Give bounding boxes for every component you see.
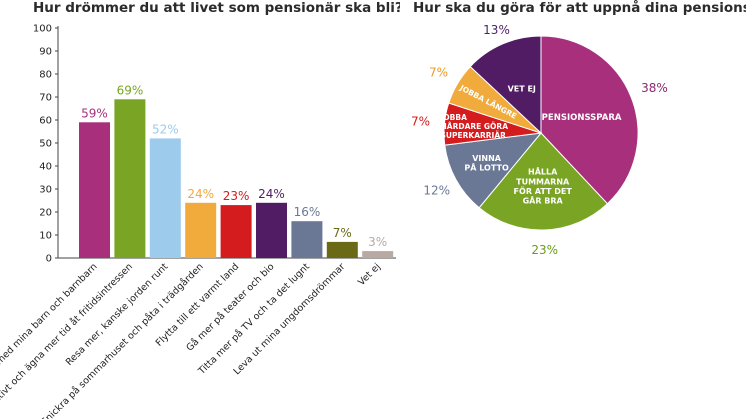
bar [362,251,394,258]
bar [256,202,287,258]
bar-value-label: 16% [294,205,321,219]
category-label: Snickra på sommarhuset och påta i trädgå… [39,261,206,419]
pie-slice-percent: 13% [483,23,510,37]
pie-slice [444,132,543,209]
bar-value-label: 3% [368,235,387,249]
pie-slice-percent: 7% [429,65,448,79]
pie-slice [469,35,542,135]
bar-value-label: 24% [187,187,214,201]
bar-value-label: 23% [223,189,250,203]
bar-value-label: 24% [258,187,285,201]
pie-slice-percent: 7% [411,115,430,129]
bar [79,122,110,258]
bar-value-label: 59% [81,106,108,120]
bar [291,221,323,258]
bar-value-label: 7% [333,226,352,240]
pie-slice-percent: 12% [423,183,450,197]
pie-slice-percent: 38% [641,81,668,95]
bar [149,138,181,258]
pie-chart: PENSIONSSPARA 38% HÅLLA TUMMARNA FÖR ATT DET… [411,23,668,257]
y-tick-label: 0 [46,254,52,265]
bar [114,99,146,258]
y-tick-label: 80 [39,70,52,81]
y-tick-label: 40 [39,162,52,173]
bar [220,205,252,258]
pie-slice-name-line: HÅRDARE GÖRA [441,122,509,131]
pie-slice [540,35,639,205]
bar [185,202,217,258]
y-tick-label: 60 [39,116,52,127]
bar-value-label: 52% [152,122,179,136]
pie-slice-name-line: PÅ LOTTO [464,163,509,173]
bar-chart-panel: Hur drömmer du att livet som pensionär s… [0,0,400,419]
pie-slice-name-line: GÅR BRA [523,196,564,206]
pie-slice-name: HÅLLA TUMMARNA FÖR ATT DET GÅR BRA [514,167,573,206]
bar-value-label: 69% [117,83,144,97]
pie-slice-name-line: SUPERKARRIÄR [441,131,507,140]
pie-slice-name-line: JOBBA [440,113,468,122]
y-tick-label: 30 [39,185,52,196]
category-label: Vet ej [356,261,383,288]
pie-slice-name-line: TUMMARNA [516,177,570,186]
y-tick-label: 100 [33,24,52,35]
pie-slice-name: PENSIONSSPARA [542,113,622,123]
y-tick-label: 50 [39,139,52,150]
pie-slice-name-line: FÖR ATT DET [514,186,573,196]
y-tick-label: 20 [39,208,52,219]
bar [326,241,358,258]
pie-slice-name: VET EJ [508,84,536,93]
pie-chart-panel: Hur ska du göra för att uppnå dina pensi… [405,0,746,419]
y-tick-label: 10 [39,231,52,242]
y-tick-label: 90 [39,47,52,58]
y-tick-label: 70 [39,93,52,104]
pie-slice-name: JOBBA HÅRDARE GÖRA SUPERKARRIÄR [440,113,509,140]
bar-chart-title: Hur drömmer du att livet som pensionär s… [33,0,400,16]
pie-slice-name: VINNA PÅ LOTTO [464,154,509,173]
pie-slice-name-line: VINNA [472,154,502,163]
pie-slice-name-line: VET EJ [508,84,536,93]
pie-slice-name-line: HÅLLA [528,167,558,177]
pie-slice [478,132,609,231]
pie-slice-name-line: PENSIONSSPARA [542,113,622,123]
pie-chart-title: Hur ska du göra för att uppnå dina pensi… [413,0,746,16]
pie-slice-percent: 23% [531,243,558,257]
